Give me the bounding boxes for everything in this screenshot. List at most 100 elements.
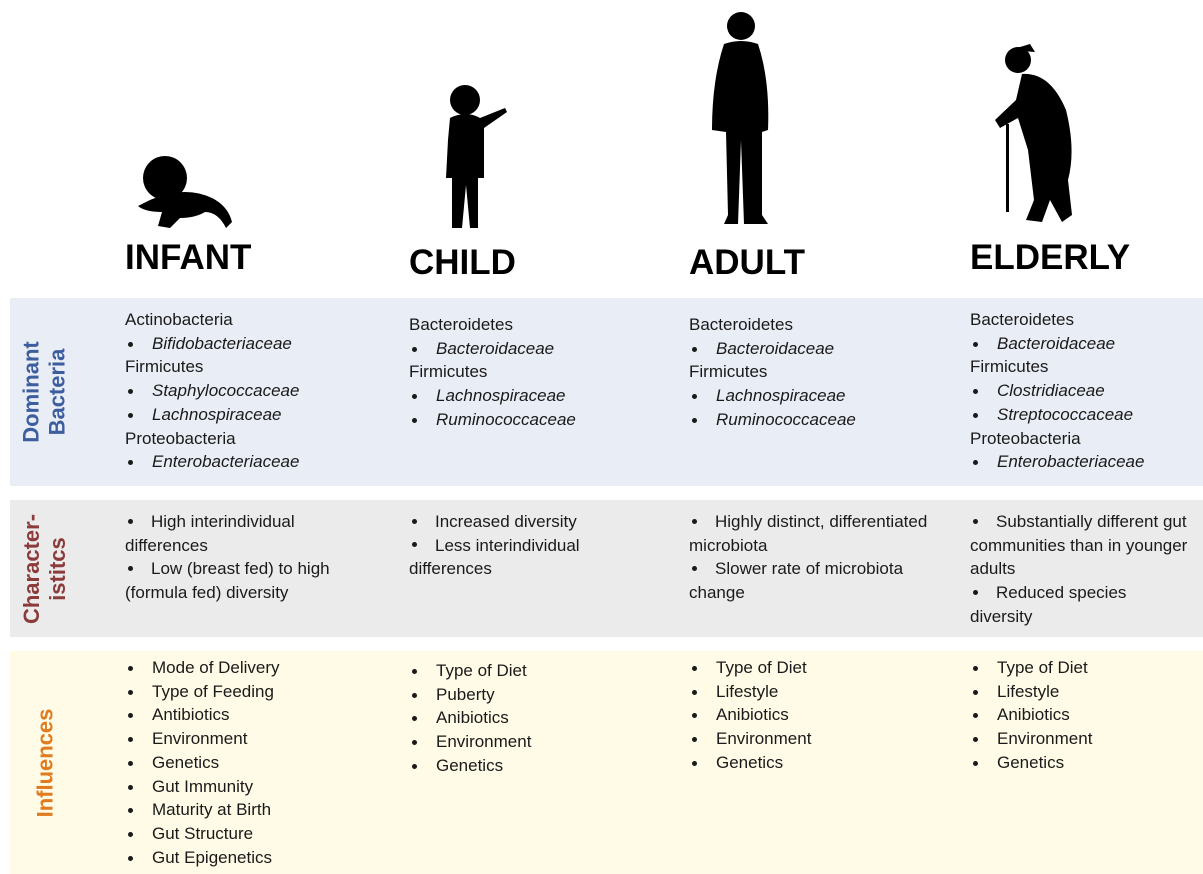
label-line: Character-: [19, 513, 45, 624]
family: Enterobacteriaceae: [970, 450, 1200, 474]
family: Bacteroidaceae: [409, 337, 639, 361]
characteristic: Increased diversity: [409, 510, 659, 534]
influence: Type of Diet: [689, 656, 919, 680]
phylum: Firmicutes: [970, 357, 1049, 377]
characteristic: Substantially different gut communities …: [970, 510, 1192, 581]
phylum: Proteobacteria: [125, 428, 236, 448]
influence: Anibiotics: [970, 703, 1200, 727]
influences-band: [10, 651, 1203, 874]
influences-list: Type of Diet Puberty Anibiotics Environment…: [409, 659, 639, 778]
influence: Environment: [970, 727, 1200, 751]
family: Ruminococcaceae: [409, 408, 639, 432]
family-list: Bacteroidaceae: [970, 332, 1200, 356]
label-line: Bacteria: [45, 348, 71, 436]
adult-silhouette: [712, 12, 769, 224]
family-list: Staphylococcaceae Lachnospiraceae: [125, 379, 355, 426]
family-list: Enterobacteriaceae: [125, 450, 355, 474]
column-title: ELDERLY: [970, 238, 1131, 277]
family: Staphylococcaceae: [125, 379, 355, 403]
bacteria-list: Bacteroidetes Bacteroidaceae Firmicutes Lac…: [409, 313, 639, 432]
influence: Type of Diet: [409, 659, 639, 683]
family-list: Clostridiaceae Streptococcaceae: [970, 379, 1200, 426]
influence: Environment: [409, 730, 639, 754]
label-line: istitcs: [45, 536, 71, 601]
label-line: Dominant: [19, 341, 45, 443]
influence: Genetics: [689, 751, 919, 775]
phylum: Firmicutes: [409, 362, 488, 382]
influence: Maturity at Birth: [125, 798, 355, 822]
family: Ruminococcaceae: [689, 408, 919, 432]
family-list: Lachnospiraceae Ruminococcaceae: [409, 384, 639, 431]
bacteria-list: Bacteroidetes Bacteroidaceae Firmicutes Clo…: [970, 308, 1200, 474]
column-title: CHILD: [409, 243, 516, 282]
family-list: Enterobacteriaceae: [970, 450, 1200, 474]
family: Enterobacteriaceae: [125, 450, 355, 474]
influence: Genetics: [970, 751, 1200, 775]
influence: Genetics: [409, 754, 639, 778]
influence: Environment: [689, 727, 919, 751]
family: Bacteroidaceae: [689, 337, 919, 361]
bacteria-band: [10, 298, 1203, 486]
influence: Puberty: [409, 683, 639, 707]
influences-list: Type of Diet Lifestyle Anibiotics Environme…: [970, 656, 1200, 775]
characteristic: High interindividual differences: [125, 510, 375, 557]
influences-list: Type of Diet Lifestyle Anibiotics Environme…: [689, 656, 919, 775]
characteristics-list: Substantially different gut communities …: [970, 510, 1192, 629]
characteristic: Slower rate of microbiota change: [689, 557, 939, 604]
characteristic: Less interindividual differences: [409, 534, 659, 581]
family-list: Bacteroidaceae: [689, 337, 919, 361]
influence: Anibiotics: [409, 706, 639, 730]
label-text: Dominant Bacteria: [19, 341, 71, 442]
family-list: Bacteroidaceae: [409, 337, 639, 361]
phylum: Firmicutes: [689, 362, 768, 382]
influence: Type of Diet: [970, 656, 1200, 680]
column-title: ADULT: [689, 243, 805, 282]
influence: Type of Feeding: [125, 680, 355, 704]
influence: Environment: [125, 727, 355, 751]
phylum: Bacteroidetes: [409, 315, 513, 334]
family: Streptococcaceae: [970, 403, 1200, 427]
influence: Gut Immunity: [125, 775, 355, 799]
child-silhouette: [446, 85, 507, 228]
characteristic: Reduced species diversity: [970, 581, 1192, 628]
family: Lachnospiraceae: [689, 384, 919, 408]
family: Lachnospiraceae: [125, 403, 355, 427]
characteristic: Low (breast fed) to high (formula fed) d…: [125, 557, 375, 604]
characteristics-list: Increased diversity Less interindividual …: [409, 510, 659, 581]
characteristics-list: Highly distinct, differentiated microbio…: [689, 510, 939, 605]
silhouettes: [138, 12, 1072, 228]
bacteria-list: Actinobacteria Bifidobacteriaceae Firmicut…: [125, 308, 355, 474]
row-label: Influences: [0, 651, 90, 874]
influence: Anibiotics: [689, 703, 919, 727]
family: Lachnospiraceae: [409, 384, 639, 408]
label-line: Influences: [32, 708, 57, 817]
phylum: Actinobacteria: [125, 310, 233, 329]
influences-list: Mode of Delivery Type of Feeding Antibioti…: [125, 656, 355, 869]
influence: Lifestyle: [970, 680, 1200, 704]
characteristics-list: High interindividual differences Low (bre…: [125, 510, 375, 605]
phylum: Proteobacteria: [970, 428, 1081, 448]
influence: Gut Structure: [125, 822, 355, 846]
influence: Gut Epigenetics: [125, 846, 355, 870]
family-list: Bifidobacteriaceae: [125, 332, 355, 356]
phylum: Firmicutes: [125, 357, 204, 377]
influence: Antibiotics: [125, 703, 355, 727]
influence: Mode of Delivery: [125, 656, 355, 680]
elderly-silhouette: [995, 44, 1072, 223]
row-label: Character-istitcs: [0, 500, 90, 637]
family: Bifidobacteriaceae: [125, 332, 355, 356]
family-list: Lachnospiraceae Ruminococcaceae: [689, 384, 919, 431]
influence: Lifestyle: [689, 680, 919, 704]
bacteria-list: Bacteroidetes Bacteroidaceae Firmicutes Lac…: [689, 313, 919, 432]
family: Clostridiaceae: [970, 379, 1200, 403]
row-label: Dominant Bacteria: [0, 298, 90, 486]
phylum: Bacteroidetes: [689, 315, 793, 334]
family: Bacteroidaceae: [970, 332, 1200, 356]
phylum: Bacteroidetes: [970, 310, 1074, 329]
label-text: Character-istitcs: [19, 513, 71, 623]
column-title: INFANT: [125, 238, 252, 277]
characteristic: Highly distinct, differentiated microbio…: [689, 510, 939, 557]
infant-silhouette: [138, 156, 232, 228]
label-text: Influences: [32, 708, 58, 817]
